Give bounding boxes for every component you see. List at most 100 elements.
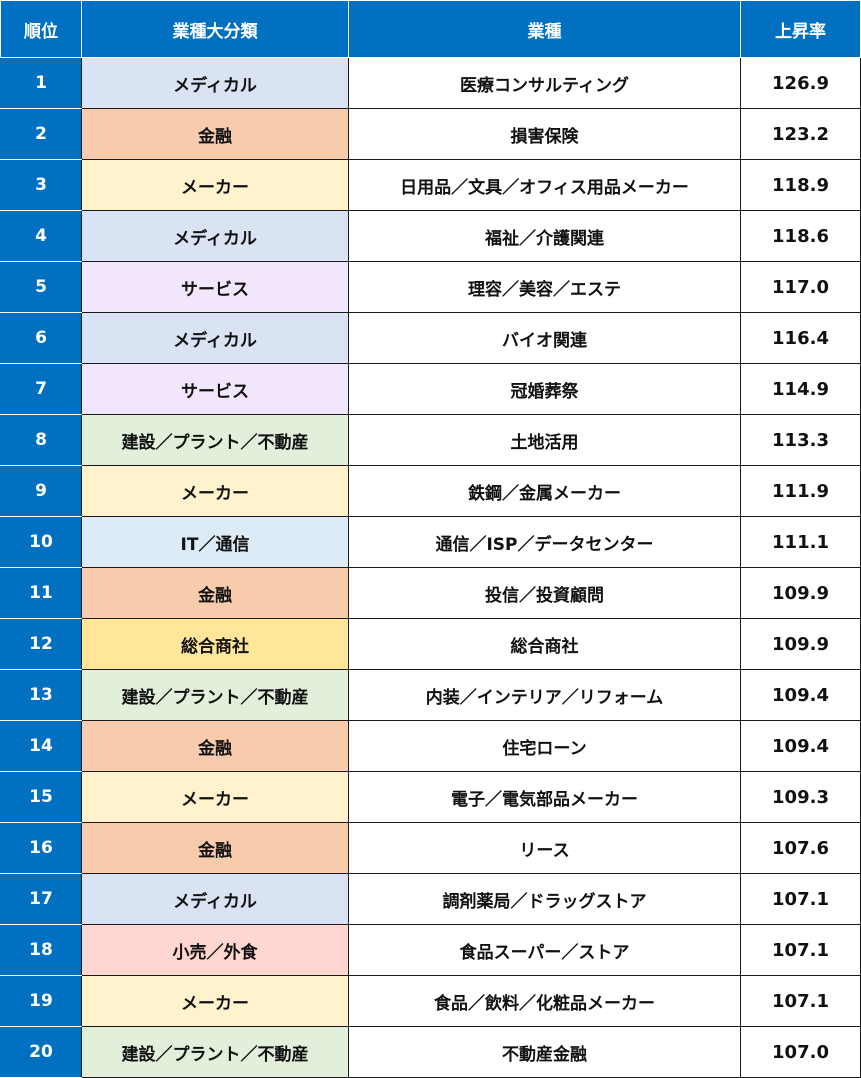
category-cell: 金融 [81,720,349,772]
industry-cell: 土地活用 [348,414,741,466]
category-cell: 建設／プラント／不動産 [81,414,349,466]
category-cell: IT／通信 [81,516,349,568]
industry-cell: バイオ関連 [348,312,741,364]
rank-cell: 17 [0,873,82,925]
rate-cell: 107.6 [740,822,861,874]
industry-cell: 住宅ローン [348,720,741,772]
rank-cell: 13 [0,669,82,721]
industry-cell: 総合商社 [348,618,741,670]
table-row: 9 メーカー 鉄鋼／金属メーカー 111.9 [0,465,861,517]
industry-cell: 損害保険 [348,108,741,160]
rank-cell: 19 [0,975,82,1027]
header-rate: 上昇率 [740,0,861,58]
rank-cell: 2 [0,108,82,160]
rank-cell: 5 [0,261,82,313]
category-cell: 金融 [81,567,349,619]
category-cell: 金融 [81,822,349,874]
rate-cell: 114.9 [740,363,861,415]
industry-cell: 電子／電気部品メーカー [348,771,741,823]
rate-cell: 118.6 [740,210,861,262]
table-row: 1 メディカル 医療コンサルティング 126.9 [0,57,861,109]
rate-cell: 116.4 [740,312,861,364]
rate-cell: 111.9 [740,465,861,517]
industry-cell: 食品／飲料／化粧品メーカー [348,975,741,1027]
table-row: 3 メーカー 日用品／文具／オフィス用品メーカー 118.9 [0,159,861,211]
rate-cell: 109.9 [740,618,861,670]
category-cell: 金融 [81,108,349,160]
rank-cell: 4 [0,210,82,262]
industry-cell: 内装／インテリア／リフォーム [348,669,741,721]
category-cell: メディカル [81,210,349,262]
rate-cell: 109.4 [740,669,861,721]
industry-cell: 医療コンサルティング [348,57,741,109]
industry-cell: 投信／投資顧問 [348,567,741,619]
table-row: 4 メディカル 福祉／介護関連 118.6 [0,210,861,262]
rank-cell: 16 [0,822,82,874]
rate-cell: 109.3 [740,771,861,823]
table-row: 10 IT／通信 通信／ISP／データセンター 111.1 [0,516,861,568]
rank-cell: 15 [0,771,82,823]
table-row: 12 総合商社 総合商社 109.9 [0,618,861,670]
industry-cell: 理容／美容／エステ [348,261,741,313]
industry-cell: 不動産金融 [348,1026,741,1078]
category-cell: サービス [81,261,349,313]
rate-cell: 126.9 [740,57,861,109]
rank-cell: 6 [0,312,82,364]
table-body: 1 メディカル 医療コンサルティング 126.9 2 金融 損害保険 123.2 3 メーカー 日用… [0,57,861,1078]
table-row: 15 メーカー 電子／電気部品メーカー 109.3 [0,771,861,823]
header-rank: 順位 [0,0,82,58]
rate-cell: 109.4 [740,720,861,772]
category-cell: メディカル [81,57,349,109]
category-cell: メーカー [81,975,349,1027]
rank-cell: 18 [0,924,82,976]
header-category: 業種大分類 [81,0,349,58]
rate-cell: 107.1 [740,924,861,976]
rate-cell: 118.9 [740,159,861,211]
table-row: 8 建設／プラント／不動産 土地活用 113.3 [0,414,861,466]
header-row: 順位 業種大分類 業種 上昇率 [0,0,861,58]
rank-cell: 1 [0,57,82,109]
category-cell: 小売／外食 [81,924,349,976]
category-cell: メディカル [81,873,349,925]
table-row: 2 金融 損害保険 123.2 [0,108,861,160]
table-row: 7 サービス 冠婚葬祭 114.9 [0,363,861,415]
rank-cell: 14 [0,720,82,772]
table-row: 6 メディカル バイオ関連 116.4 [0,312,861,364]
industry-cell: リース [348,822,741,874]
table-row: 11 金融 投信／投資顧問 109.9 [0,567,861,619]
rank-cell: 3 [0,159,82,211]
rate-cell: 123.2 [740,108,861,160]
rate-cell: 107.1 [740,975,861,1027]
category-cell: 総合商社 [81,618,349,670]
table-row: 17 メディカル 調剤薬局／ドラッグストア 107.1 [0,873,861,925]
industry-cell: 福祉／介護関連 [348,210,741,262]
rank-cell: 12 [0,618,82,670]
industry-cell: 日用品／文具／オフィス用品メーカー [348,159,741,211]
table-row: 5 サービス 理容／美容／エステ 117.0 [0,261,861,313]
rate-cell: 107.1 [740,873,861,925]
category-cell: メーカー [81,159,349,211]
rank-cell: 7 [0,363,82,415]
industry-cell: 食品スーパー／ストア [348,924,741,976]
industry-cell: 冠婚葬祭 [348,363,741,415]
table-row: 18 小売／外食 食品スーパー／ストア 107.1 [0,924,861,976]
industry-cell: 鉄鋼／金属メーカー [348,465,741,517]
category-cell: 建設／プラント／不動産 [81,669,349,721]
rank-cell: 10 [0,516,82,568]
category-cell: 建設／プラント／不動産 [81,1026,349,1078]
table-row: 14 金融 住宅ローン 109.4 [0,720,861,772]
header-industry: 業種 [348,0,741,58]
rank-cell: 20 [0,1026,82,1078]
category-cell: サービス [81,363,349,415]
industry-cell: 通信／ISP／データセンター [348,516,741,568]
rate-cell: 111.1 [740,516,861,568]
category-cell: メーカー [81,465,349,517]
rate-cell: 113.3 [740,414,861,466]
rank-cell: 8 [0,414,82,466]
category-cell: メディカル [81,312,349,364]
table-row: 16 金融 リース 107.6 [0,822,861,874]
rank-cell: 9 [0,465,82,517]
table-row: 19 メーカー 食品／飲料／化粧品メーカー 107.1 [0,975,861,1027]
rank-cell: 11 [0,567,82,619]
